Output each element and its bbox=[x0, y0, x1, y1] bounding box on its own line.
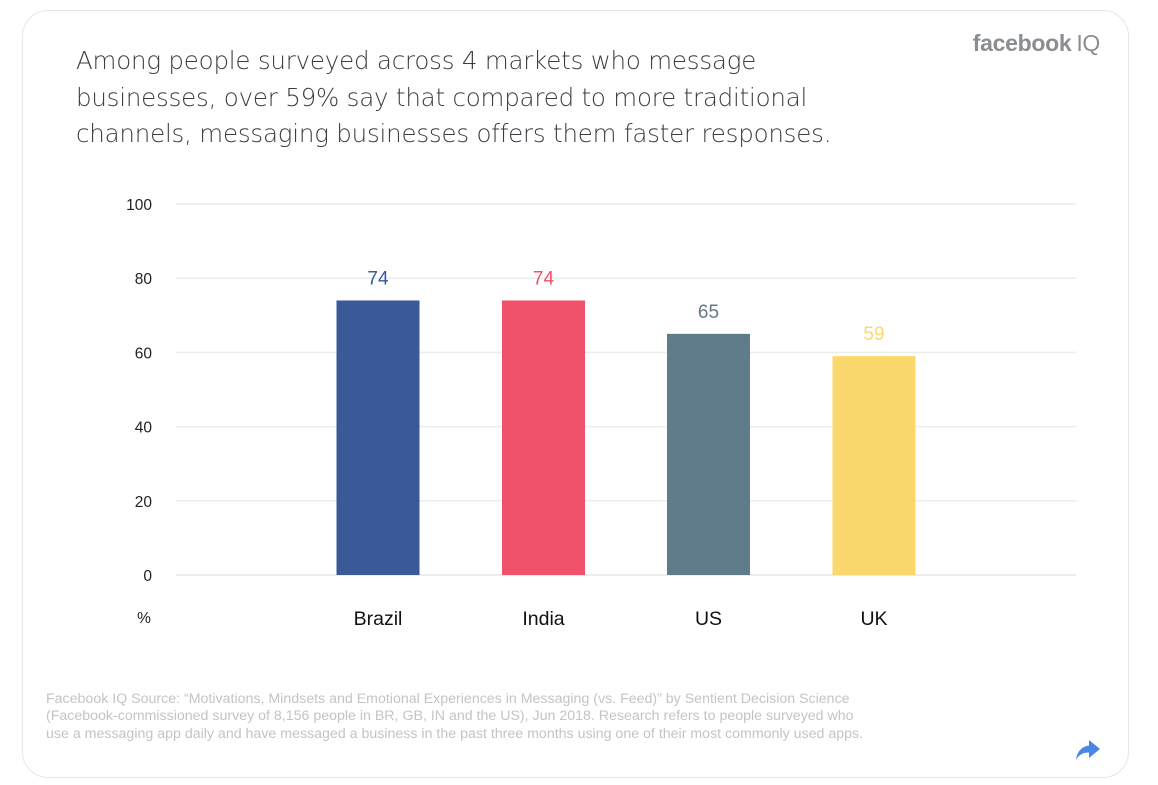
x-category-label: India bbox=[522, 608, 564, 630]
y-tick-label: 80 bbox=[135, 271, 153, 288]
source-note: Facebook IQ Source: “Motivations, Mindse… bbox=[46, 691, 864, 742]
x-category-label: UK bbox=[860, 608, 887, 630]
bar-brazil bbox=[336, 300, 420, 575]
share-arrow-icon bbox=[1076, 740, 1100, 760]
bar-value-label: 59 bbox=[863, 324, 884, 345]
x-category-label: Brazil bbox=[354, 608, 403, 630]
share-button[interactable] bbox=[1074, 737, 1102, 763]
chart-headline: Among people surveyed across 4 markets w… bbox=[76, 46, 832, 148]
y-tick-label: 20 bbox=[135, 494, 153, 511]
y-tick-label: 60 bbox=[135, 345, 153, 362]
y-tick-label: 0 bbox=[143, 568, 152, 585]
logo-suffix: IQ bbox=[1076, 30, 1100, 56]
logo-brand: facebook bbox=[972, 30, 1072, 56]
bar-us bbox=[667, 333, 750, 575]
bar-value-label: 74 bbox=[533, 268, 555, 289]
bar-value-label: 65 bbox=[698, 302, 719, 323]
bar-value-label: 74 bbox=[367, 268, 389, 289]
facebook-iq-logo: facebook IQ bbox=[972, 30, 1101, 57]
y-tick-label: 40 bbox=[135, 420, 153, 437]
y-tick-label: 100 bbox=[126, 197, 152, 214]
y-axis-unit-label: % bbox=[137, 610, 151, 627]
bar-india bbox=[502, 300, 585, 575]
x-category-label: US bbox=[695, 608, 722, 630]
bar-uk bbox=[832, 356, 916, 575]
